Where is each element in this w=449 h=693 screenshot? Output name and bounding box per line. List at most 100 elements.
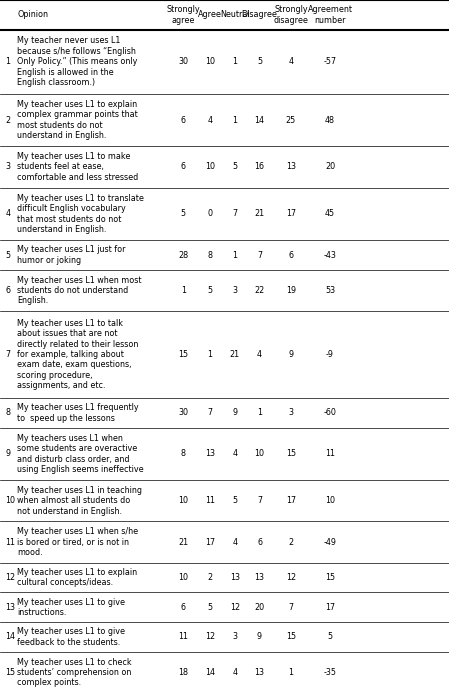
Text: 7: 7 <box>207 408 213 417</box>
Text: My teacher uses L1 when most
students do not understand
English.: My teacher uses L1 when most students do… <box>17 276 141 306</box>
Text: 5: 5 <box>180 209 186 218</box>
Text: 4: 4 <box>5 209 10 218</box>
Text: 7: 7 <box>288 603 294 612</box>
Text: My teacher uses L1 just for
humor or joking: My teacher uses L1 just for humor or jok… <box>17 245 126 265</box>
Text: 17: 17 <box>286 209 296 218</box>
Text: 12: 12 <box>286 573 296 582</box>
Text: Neutral: Neutral <box>220 10 250 19</box>
Text: 10: 10 <box>255 450 264 459</box>
Text: 7: 7 <box>257 496 262 505</box>
Text: 1: 1 <box>288 668 294 677</box>
Text: 11: 11 <box>205 496 215 505</box>
Text: 19: 19 <box>286 286 296 295</box>
Text: My teacher uses L1 frequently
to  speed up the lessons: My teacher uses L1 frequently to speed u… <box>17 403 139 423</box>
Text: 13: 13 <box>230 573 240 582</box>
Text: -57: -57 <box>323 58 337 67</box>
Text: 4: 4 <box>288 58 294 67</box>
Text: 16: 16 <box>255 162 264 171</box>
Text: 4: 4 <box>232 538 238 547</box>
Text: -60: -60 <box>324 408 336 417</box>
Text: 5: 5 <box>207 603 213 612</box>
Text: My teacher never uses L1
because s/he follows “English
Only Policy.” (This means: My teacher never uses L1 because s/he fo… <box>17 37 137 87</box>
Text: 45: 45 <box>325 209 335 218</box>
Text: 15: 15 <box>286 450 296 459</box>
Text: 12: 12 <box>205 633 215 642</box>
Text: My teacher uses L1 to talk
about issues that are not
directly related to their l: My teacher uses L1 to talk about issues … <box>17 319 138 390</box>
Text: My teacher uses L1 in teaching
when almost all students do
not understand in Eng: My teacher uses L1 in teaching when almo… <box>17 486 142 516</box>
Text: 10: 10 <box>178 573 188 582</box>
Text: -35: -35 <box>324 668 336 677</box>
Text: 0: 0 <box>207 209 213 218</box>
Text: 1: 1 <box>180 286 186 295</box>
Text: 15: 15 <box>5 668 16 677</box>
Text: 5: 5 <box>207 286 213 295</box>
Text: 1: 1 <box>232 250 238 259</box>
Text: My teacher uses L1 when s/he
is bored or tired, or is not in
mood.: My teacher uses L1 when s/he is bored or… <box>17 527 138 557</box>
Text: 4: 4 <box>207 116 213 125</box>
Text: Strongly
disagree: Strongly disagree <box>273 5 308 24</box>
Text: 3: 3 <box>288 408 294 417</box>
Text: 7: 7 <box>232 209 238 218</box>
Text: 10: 10 <box>205 58 215 67</box>
Text: 28: 28 <box>178 250 188 259</box>
Text: 4: 4 <box>257 350 262 359</box>
Text: 3: 3 <box>232 286 238 295</box>
Text: -49: -49 <box>324 538 336 547</box>
Text: 1: 1 <box>207 350 213 359</box>
Text: 20: 20 <box>255 603 264 612</box>
Text: 5: 5 <box>327 633 333 642</box>
Text: 9: 9 <box>288 350 294 359</box>
Text: 10: 10 <box>325 496 335 505</box>
Text: 21: 21 <box>230 350 240 359</box>
Text: 9: 9 <box>257 633 262 642</box>
Text: 21: 21 <box>255 209 264 218</box>
Text: 5: 5 <box>257 58 262 67</box>
Text: 17: 17 <box>286 496 296 505</box>
Text: 1: 1 <box>232 58 238 67</box>
Text: 2: 2 <box>5 116 10 125</box>
Text: 15: 15 <box>286 633 296 642</box>
Text: 14: 14 <box>255 116 264 125</box>
Text: 14: 14 <box>205 668 215 677</box>
Text: 6: 6 <box>5 286 10 295</box>
Text: 11: 11 <box>178 633 188 642</box>
Text: 11: 11 <box>325 450 335 459</box>
Text: 10: 10 <box>178 496 188 505</box>
Text: 22: 22 <box>255 286 264 295</box>
Text: 18: 18 <box>178 668 188 677</box>
Text: Agreement
number: Agreement number <box>308 5 352 24</box>
Text: 17: 17 <box>325 603 335 612</box>
Text: 13: 13 <box>286 162 296 171</box>
Text: 7: 7 <box>257 250 262 259</box>
Text: 8: 8 <box>5 408 10 417</box>
Text: My teacher uses L1 to give
feedback to the students.: My teacher uses L1 to give feedback to t… <box>17 627 125 647</box>
Text: 21: 21 <box>178 538 188 547</box>
Text: 4: 4 <box>232 668 238 677</box>
Text: 6: 6 <box>180 162 186 171</box>
Text: 30: 30 <box>178 58 188 67</box>
Text: 6: 6 <box>288 250 294 259</box>
Text: 2: 2 <box>288 538 294 547</box>
Text: 8: 8 <box>207 250 213 259</box>
Text: 20: 20 <box>325 162 335 171</box>
Text: Agree: Agree <box>198 10 222 19</box>
Text: 10: 10 <box>5 496 15 505</box>
Text: 12: 12 <box>5 573 16 582</box>
Text: 7: 7 <box>5 350 10 359</box>
Text: 2: 2 <box>207 573 213 582</box>
Text: 13: 13 <box>255 573 264 582</box>
Text: 53: 53 <box>325 286 335 295</box>
Text: 1: 1 <box>5 58 10 67</box>
Text: 17: 17 <box>205 538 215 547</box>
Text: 15: 15 <box>178 350 188 359</box>
Text: -9: -9 <box>326 350 334 359</box>
Text: 3: 3 <box>232 633 238 642</box>
Text: -43: -43 <box>324 250 336 259</box>
Text: 30: 30 <box>178 408 188 417</box>
Text: 13: 13 <box>255 668 264 677</box>
Text: 5: 5 <box>232 162 238 171</box>
Text: My teacher uses L1 to translate
difficult English vocabulary
that most students : My teacher uses L1 to translate difficul… <box>17 194 144 234</box>
Text: 5: 5 <box>232 496 238 505</box>
Text: 25: 25 <box>286 116 296 125</box>
Text: 6: 6 <box>180 116 186 125</box>
